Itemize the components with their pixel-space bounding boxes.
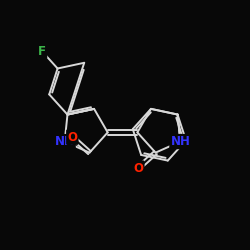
Text: O: O bbox=[67, 131, 77, 144]
Text: O: O bbox=[134, 162, 143, 174]
Text: NH: NH bbox=[170, 135, 190, 148]
Text: F: F bbox=[38, 45, 46, 58]
Text: NH: NH bbox=[55, 135, 74, 148]
